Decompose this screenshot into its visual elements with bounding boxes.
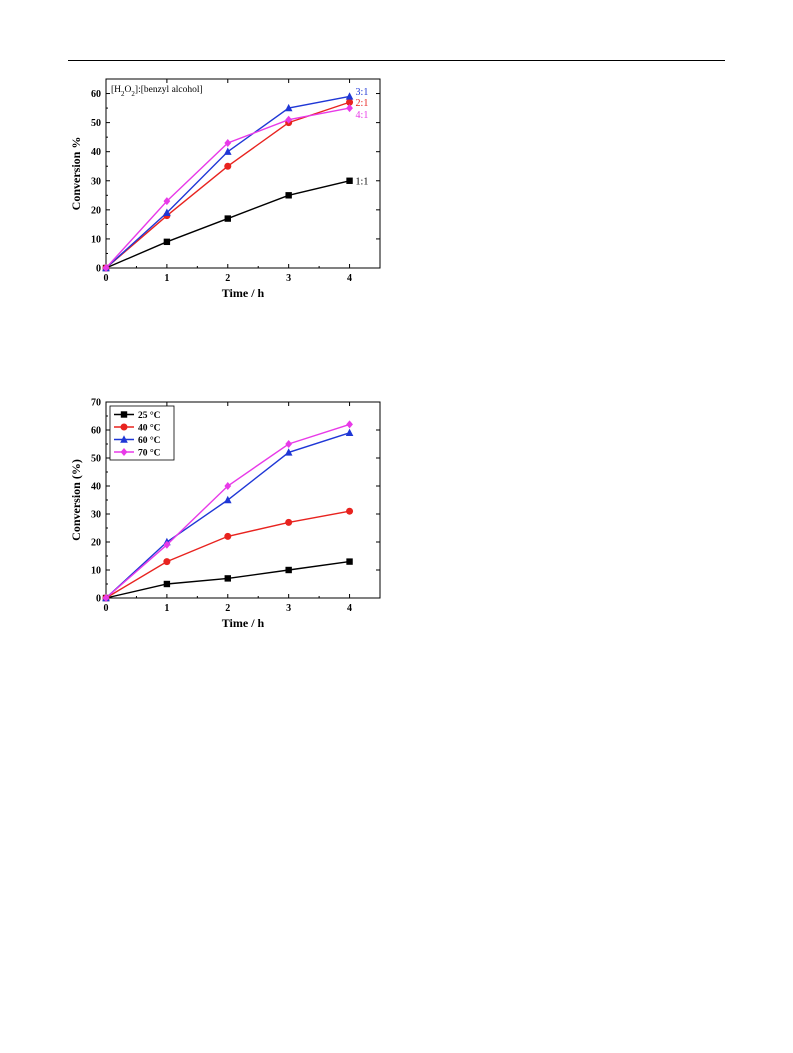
series-end-label: 1:1 bbox=[356, 176, 369, 187]
y-tick-label: 30 bbox=[91, 510, 101, 521]
legend-label: 70 °C bbox=[138, 448, 161, 459]
legend-marker bbox=[120, 448, 128, 456]
data-point bbox=[285, 566, 292, 574]
series-end-label: 3:1 bbox=[356, 87, 369, 98]
data-point bbox=[223, 495, 232, 504]
data-point bbox=[224, 162, 232, 170]
data-point bbox=[285, 518, 293, 526]
x-tick-label: 2 bbox=[225, 603, 230, 614]
series-40-C bbox=[102, 507, 354, 602]
x-tick-label: 1 bbox=[164, 603, 169, 614]
y-tick-label: 20 bbox=[91, 205, 101, 216]
x-axis-title: Time / h bbox=[222, 286, 265, 300]
series-4-1: 4:1 bbox=[102, 104, 369, 272]
x-tick-label: 4 bbox=[347, 273, 352, 284]
data-point bbox=[223, 147, 232, 155]
plot-frame bbox=[105, 78, 381, 269]
data-point bbox=[285, 192, 292, 199]
data-point bbox=[346, 98, 354, 106]
legend-marker bbox=[120, 435, 128, 443]
y-tick-label: 60 bbox=[91, 89, 101, 100]
y-tick-label: 30 bbox=[91, 176, 101, 187]
y-axis-title: Conversion % bbox=[69, 137, 83, 211]
data-point bbox=[224, 138, 232, 147]
data-point bbox=[224, 575, 231, 582]
y-tick-label: 70 bbox=[91, 398, 101, 409]
data-point bbox=[224, 215, 231, 222]
data-point bbox=[346, 177, 353, 184]
x-tick-label: 4 bbox=[347, 603, 352, 614]
legend-label: 40 °C bbox=[138, 423, 161, 434]
data-point bbox=[346, 420, 353, 429]
data-point bbox=[346, 507, 354, 515]
x-tick-label: 0 bbox=[104, 273, 109, 284]
x-tick-label: 0 bbox=[104, 603, 109, 614]
data-point bbox=[163, 208, 171, 216]
y-tick-label: 0 bbox=[96, 264, 101, 275]
data-point bbox=[163, 580, 171, 588]
y-tick-label: 10 bbox=[91, 566, 101, 577]
data-point bbox=[284, 448, 293, 456]
data-point bbox=[102, 594, 110, 602]
series-end-label: 2:1 bbox=[356, 98, 369, 109]
x-tick-label: 3 bbox=[286, 273, 291, 284]
data-point bbox=[224, 482, 232, 490]
y-tick-label: 0 bbox=[96, 594, 101, 605]
data-point bbox=[345, 92, 354, 100]
y-tick-label: 50 bbox=[91, 118, 101, 129]
data-point bbox=[285, 115, 293, 124]
y-tick-label: 50 bbox=[91, 454, 101, 465]
series-70-C bbox=[102, 420, 353, 602]
data-point bbox=[163, 238, 171, 246]
y-tick-label: 40 bbox=[91, 147, 101, 158]
series-line bbox=[105, 510, 350, 599]
data-point bbox=[163, 558, 171, 566]
series-3-1: 3:1 bbox=[102, 87, 369, 272]
y-tick-label: 60 bbox=[91, 426, 101, 437]
x-tick-label: 1 bbox=[164, 273, 169, 284]
data-point bbox=[345, 428, 354, 436]
data-point bbox=[163, 540, 171, 549]
data-point bbox=[224, 532, 232, 540]
legend-marker bbox=[120, 423, 128, 431]
data-point bbox=[346, 558, 353, 565]
legend-label: 60 °C bbox=[138, 435, 161, 446]
data-point bbox=[284, 103, 293, 112]
legend-label: 25 °C bbox=[138, 410, 161, 421]
x-tick-label: 2 bbox=[225, 273, 230, 284]
chart-annotation: [H2O2]:[benzyl alcohol] bbox=[111, 85, 203, 98]
y-tick-label: 10 bbox=[91, 234, 101, 245]
data-point bbox=[102, 264, 110, 272]
x-tick-label: 3 bbox=[286, 603, 291, 614]
data-point bbox=[346, 104, 353, 113]
y-axis-title: Conversion (%) bbox=[69, 459, 83, 541]
data-point bbox=[163, 197, 171, 206]
page-header-rule bbox=[68, 60, 725, 61]
data-point bbox=[285, 440, 293, 448]
x-axis-title: Time / h bbox=[222, 616, 265, 630]
series-end-label: 4:1 bbox=[356, 110, 369, 121]
y-tick-label: 20 bbox=[91, 538, 101, 549]
legend-marker bbox=[120, 411, 128, 418]
y-tick-label: 40 bbox=[91, 482, 101, 493]
